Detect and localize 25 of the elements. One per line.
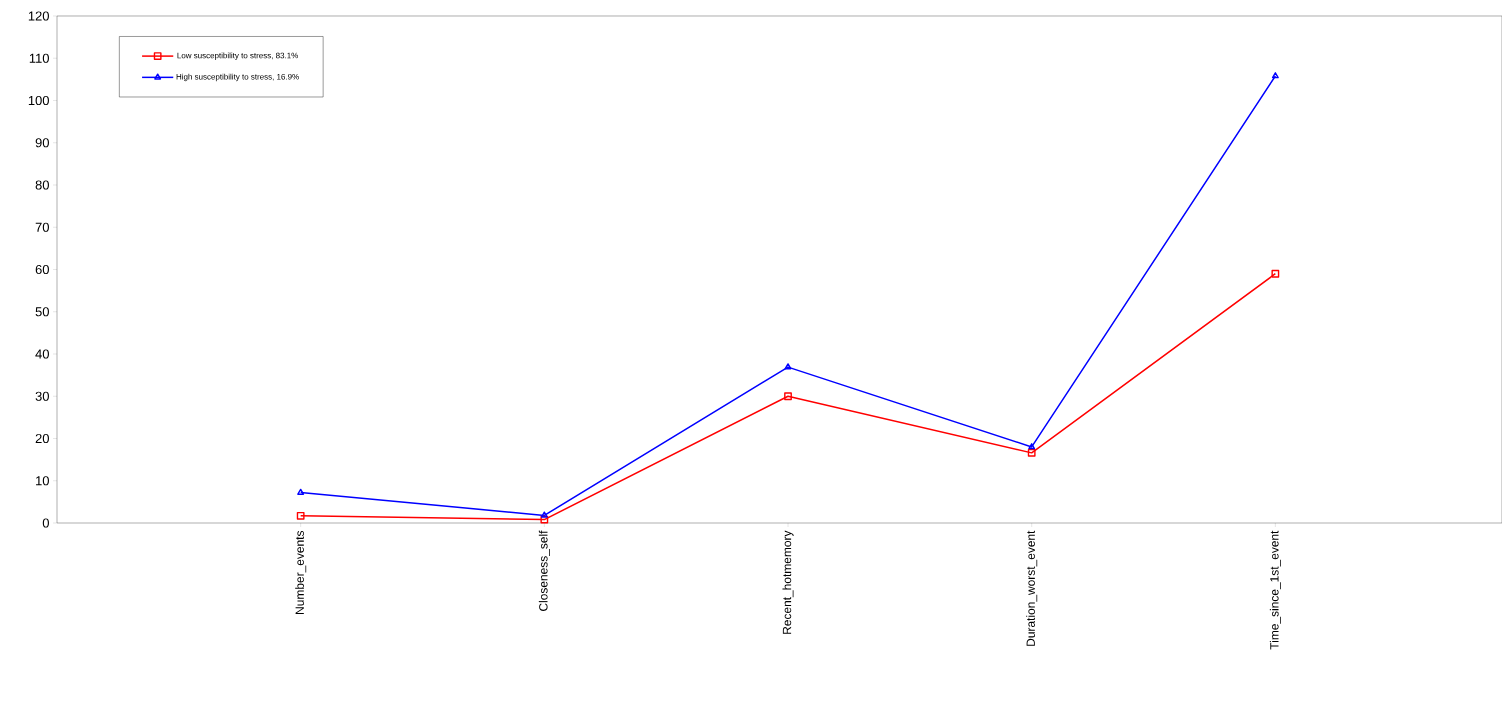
y-tick-label: 100	[28, 95, 49, 106]
y-tick-label: 10	[36, 476, 49, 486]
y-tick-label: 30	[35, 391, 49, 401]
x-tick-label: Duration_worst_event	[1026, 530, 1038, 646]
y-tick-label: 110	[29, 53, 49, 63]
point	[784, 392, 792, 401]
y-tick-label: 20	[35, 433, 49, 444]
x-tick-label: Number_events	[295, 530, 307, 614]
y-tick-label: 40	[35, 349, 49, 359]
point	[540, 515, 549, 524]
y-tick-label: 70	[35, 222, 49, 232]
y-tick-label: 60	[35, 264, 49, 275]
point	[540, 511, 548, 518]
point	[1028, 443, 1036, 450]
point	[1027, 448, 1036, 457]
point	[1271, 269, 1280, 278]
x-tick-label: Closeness_self	[538, 530, 550, 611]
y-tick-label: 90	[35, 138, 49, 148]
point	[296, 511, 305, 520]
y-tick-label: 50	[35, 307, 49, 317]
x-tick-label: Recent_hotmemory	[782, 530, 794, 634]
y-tick-label: 80	[35, 180, 49, 190]
x-tick-label: Time_since_1st_event	[1269, 530, 1281, 650]
y-tick-label: 120	[28, 11, 49, 21]
y-tick-label: 0	[42, 518, 49, 528]
